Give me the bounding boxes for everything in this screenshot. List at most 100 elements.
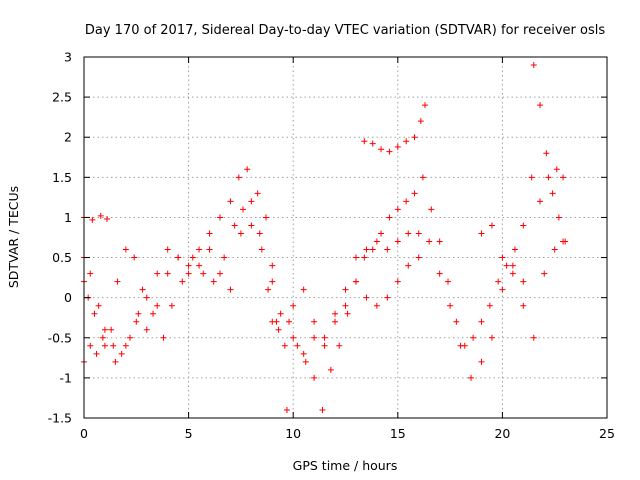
- data-point: [99, 334, 106, 341]
- data-point: [495, 278, 502, 285]
- data-point: [110, 342, 117, 349]
- data-point: [265, 286, 272, 293]
- data-point: [131, 254, 138, 261]
- data-point: [394, 278, 401, 285]
- data-point: [555, 214, 562, 221]
- data-point: [311, 374, 318, 381]
- y-tick-label: 2: [64, 130, 72, 145]
- data-point: [244, 166, 251, 173]
- data-point: [269, 262, 276, 269]
- data-point: [378, 230, 385, 237]
- data-point: [373, 302, 380, 309]
- x-tick-label: 20: [494, 426, 510, 441]
- data-point: [275, 326, 282, 333]
- data-point: [551, 246, 558, 253]
- data-point: [530, 334, 537, 341]
- data-point: [361, 254, 368, 261]
- data-point: [206, 230, 213, 237]
- data-point: [528, 174, 535, 181]
- y-tick-label: 1.5: [52, 170, 72, 185]
- data-point: [470, 334, 477, 341]
- data-point: [321, 342, 328, 349]
- data-point: [277, 310, 284, 317]
- data-point: [499, 286, 506, 293]
- data-point: [445, 278, 452, 285]
- data-point: [227, 286, 234, 293]
- data-point: [344, 310, 351, 317]
- data-point: [488, 334, 495, 341]
- data-point: [332, 318, 339, 325]
- data-point: [281, 342, 288, 349]
- data-point: [216, 214, 223, 221]
- data-point: [185, 262, 192, 269]
- data-point: [415, 254, 422, 261]
- data-point: [394, 206, 401, 213]
- gridlines: [84, 57, 607, 418]
- data-point: [311, 318, 318, 325]
- data-point: [509, 262, 516, 269]
- data-point: [101, 326, 108, 333]
- data-point: [135, 310, 142, 317]
- data-point: [428, 206, 435, 213]
- data-point: [248, 222, 255, 229]
- data-point: [196, 246, 203, 253]
- data-point: [286, 318, 293, 325]
- data-point: [122, 246, 129, 253]
- data-point: [426, 238, 433, 245]
- data-point: [478, 230, 485, 237]
- data-point: [537, 102, 544, 109]
- data-point: [553, 166, 560, 173]
- y-tick-label: 1: [64, 210, 72, 225]
- data-point: [386, 148, 393, 155]
- data-point: [112, 358, 119, 365]
- data-point: [154, 270, 161, 277]
- data-point: [122, 342, 129, 349]
- data-point: [143, 326, 150, 333]
- data-point: [302, 358, 309, 365]
- data-point: [530, 62, 537, 69]
- data-point: [196, 262, 203, 269]
- data-point: [411, 190, 418, 197]
- data-point: [543, 150, 550, 157]
- data-point: [283, 406, 290, 413]
- data-point: [562, 238, 569, 245]
- data-point: [447, 302, 454, 309]
- x-tick-label: 5: [185, 426, 193, 441]
- data-point: [189, 254, 196, 261]
- data-point: [478, 318, 485, 325]
- data-point: [336, 342, 343, 349]
- data-point: [179, 278, 186, 285]
- data-point: [415, 230, 422, 237]
- data-point: [269, 318, 276, 325]
- data-point: [405, 230, 412, 237]
- data-point: [403, 198, 410, 205]
- x-tick-label: 0: [80, 426, 88, 441]
- data-point: [235, 174, 242, 181]
- data-point: [290, 302, 297, 309]
- y-tick-label: 3: [64, 50, 72, 65]
- data-point: [457, 342, 464, 349]
- data-point: [164, 270, 171, 277]
- data-point: [361, 138, 368, 145]
- data-point: [216, 270, 223, 277]
- y-tick-label: -0.5: [48, 330, 72, 345]
- data-point: [549, 190, 556, 197]
- data-point: [319, 406, 326, 413]
- data-point: [290, 334, 297, 341]
- data-point: [468, 374, 475, 381]
- data-point: [263, 214, 270, 221]
- chart-title: Day 170 of 2017, Sidereal Day-to-day VTE…: [85, 23, 605, 38]
- data-point: [384, 246, 391, 253]
- data-point: [384, 294, 391, 301]
- data-point: [97, 212, 104, 219]
- data-point: [417, 118, 424, 125]
- data-point: [231, 222, 238, 229]
- x-tick-labels: 0 5 10 15 20 25: [80, 426, 615, 441]
- axis-ticks: [83, 56, 608, 419]
- y-tick-label: -1: [60, 370, 72, 385]
- data-point: [311, 334, 318, 341]
- data-point: [237, 230, 244, 237]
- data-point: [520, 278, 527, 285]
- data-point: [210, 278, 217, 285]
